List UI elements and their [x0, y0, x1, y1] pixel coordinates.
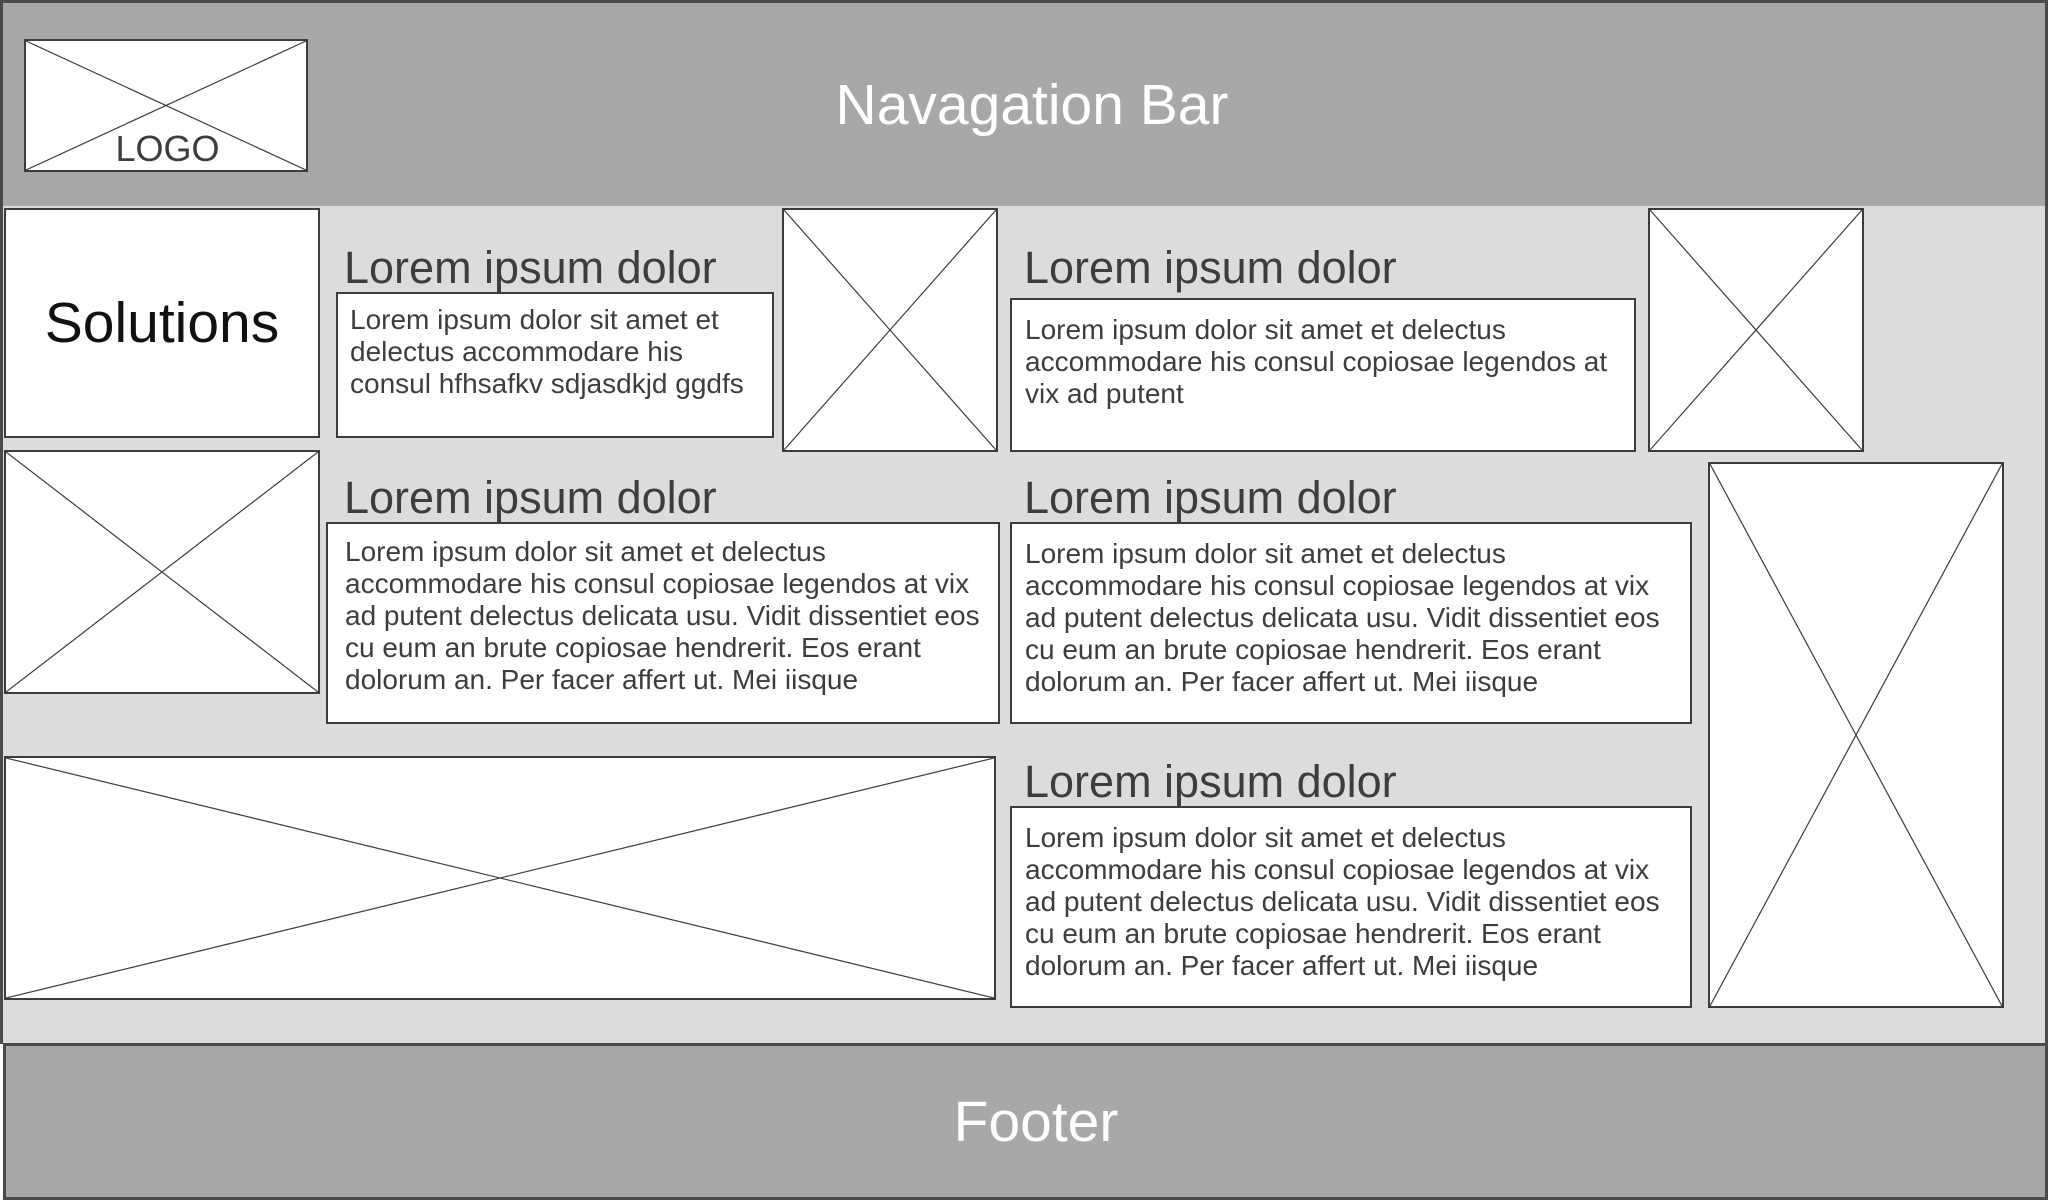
- image-placeholder-icon: [6, 758, 994, 998]
- logo-label: LOGO: [115, 128, 220, 169]
- image-placeholder-icon: [784, 210, 996, 450]
- navigation-bar: [0, 0, 2048, 209]
- section-text-box: Lorem ipsum dolor sit amet et delectus a…: [336, 292, 774, 438]
- solutions-label: Solutions: [44, 291, 280, 355]
- logo-placeholder[interactable]: [24, 39, 308, 172]
- image-placeholder[interactable]: [1708, 462, 2004, 1008]
- solutions-box[interactable]: Solutions: [4, 208, 320, 438]
- section-heading: Lorem ipsum dolor: [344, 472, 717, 523]
- image-placeholder-icon: [1650, 210, 1862, 450]
- section-heading: Lorem ipsum dolor: [1024, 472, 1397, 523]
- navigation-bar-title: Navagation Bar: [835, 72, 1229, 137]
- image-placeholder-icon: [6, 452, 318, 692]
- image-placeholder[interactable]: [4, 756, 996, 1000]
- image-placeholder-icon: [1710, 464, 2002, 1006]
- section-text-box: Lorem ipsum dolor sit amet et delectus a…: [1010, 298, 1636, 452]
- image-placeholder[interactable]: [1648, 208, 1864, 452]
- image-placeholder[interactable]: [4, 450, 320, 694]
- image-placeholder[interactable]: [782, 208, 998, 452]
- section-heading: Lorem ipsum dolor: [344, 242, 717, 293]
- section-heading: Lorem ipsum dolor: [1024, 242, 1397, 293]
- section-heading: Lorem ipsum dolor: [1024, 756, 1397, 807]
- section-text-box: Lorem ipsum dolor sit amet et delectus a…: [326, 522, 1000, 724]
- section-text-box: Lorem ipsum dolor sit amet et delectus a…: [1010, 522, 1692, 724]
- footer-title: Footer: [953, 1089, 1119, 1154]
- footer: [3, 1043, 2048, 1200]
- image-placeholder-icon: [26, 41, 306, 170]
- section-text-box: Lorem ipsum dolor sit amet et delectus a…: [1010, 806, 1692, 1008]
